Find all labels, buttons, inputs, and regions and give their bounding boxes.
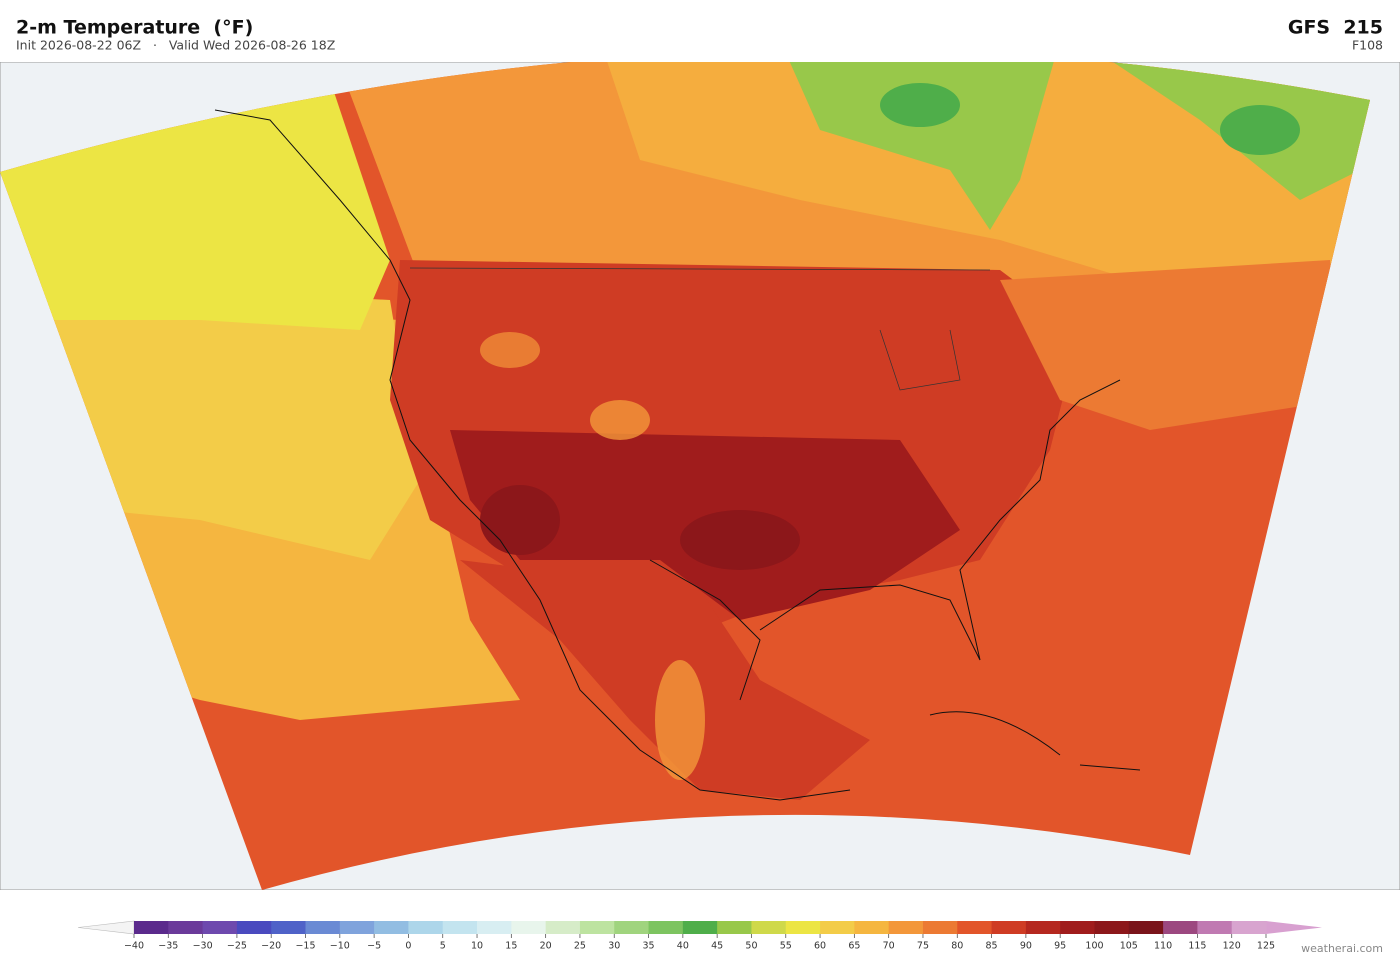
colorbar-tick-label: 90 <box>1020 941 1032 952</box>
colorbar-tick-label: 40 <box>677 941 689 952</box>
colorbar-bin <box>134 921 169 934</box>
colorbar-tick-label: −10 <box>330 941 350 952</box>
colorbar-bin <box>854 921 890 934</box>
colorbar-tick-label: 15 <box>505 941 517 952</box>
colorbar-tick-label: −35 <box>158 941 178 952</box>
colorbar-bin <box>888 921 924 934</box>
model-name: GFS 215 <box>1288 17 1383 39</box>
colorbar-tick-label: −20 <box>261 941 281 952</box>
colorbar-bin <box>168 921 204 934</box>
colorbar-tick-label: 20 <box>540 941 552 952</box>
colorbar-bin <box>1197 921 1233 934</box>
colorbar-bin <box>991 921 1027 934</box>
colorbar-bin <box>957 921 993 934</box>
colorbar-tick-label: −5 <box>367 941 381 952</box>
colorbar-bin <box>305 921 341 934</box>
colorbar-bin <box>751 921 787 934</box>
map <box>0 62 1400 890</box>
colorbar-tick-label: 35 <box>642 941 654 952</box>
colorbar-tick-label: 100 <box>1085 941 1103 952</box>
credit: weatherai.com <box>1301 942 1383 955</box>
colorbar-tick-label: 120 <box>1223 941 1241 952</box>
colorbar-over <box>1266 921 1322 934</box>
colorbar-tick-label: 10 <box>471 941 483 952</box>
colorbar-bin <box>682 921 718 934</box>
colorbar-bin <box>820 921 855 934</box>
colorbar-tick-label: 50 <box>745 941 757 952</box>
colorbar-bin <box>236 921 272 934</box>
colorbar: −40 −35 −30 −25 −20 −15 −10 −5 0 5 10 15 20 25 30 35 40 4… <box>77 920 1322 952</box>
colorbar-bin <box>785 921 821 934</box>
colorbar-tick-label: 55 <box>780 941 792 952</box>
colorbar-bin <box>1163 921 1198 934</box>
colorbar-tick-label: 0 <box>405 941 411 952</box>
colorbar-tick-label: −30 <box>193 941 213 952</box>
map-title: 2-m Temperature (°F) <box>16 17 253 39</box>
colorbar-tick-label: 45 <box>711 941 723 952</box>
colorbar-tick-label: 70 <box>883 941 895 952</box>
colorbar-tick-label: 110 <box>1154 941 1172 952</box>
colorbar-bin <box>648 921 684 934</box>
colorbar-bin <box>271 921 307 934</box>
colorbar-tick-label: 65 <box>848 941 860 952</box>
forecast-hour: F108 <box>1352 38 1383 53</box>
colorbar-bin <box>1128 921 1164 934</box>
colorbar-tick-label: 5 <box>440 941 446 952</box>
colorbar-tick-label: 60 <box>814 941 826 952</box>
colorbar-tick-label: 95 <box>1054 941 1066 952</box>
colorbar-tick-label: −40 <box>124 941 144 952</box>
colorbar-tick-label: 105 <box>1120 941 1138 952</box>
colorbar-tick-label: 115 <box>1188 941 1206 952</box>
colorbar-tick-label: 85 <box>986 941 998 952</box>
colorbar-bin <box>579 921 615 934</box>
colorbar-bin <box>408 921 444 934</box>
colorbar-bin <box>545 921 581 934</box>
colorbar-bin <box>374 921 409 934</box>
colorbar-bin <box>442 921 478 934</box>
colorbar-tick-label: 25 <box>574 941 586 952</box>
colorbar-tick-label: 125 <box>1257 941 1275 952</box>
colorbar-bin <box>922 921 958 934</box>
colorbar-bin <box>1094 921 1130 934</box>
colorbar-bin <box>1231 921 1267 934</box>
colorbar-tick-label: −15 <box>295 941 315 952</box>
colorbar-bin <box>511 921 547 934</box>
colorbar-bin <box>477 921 512 934</box>
colorbar-bin <box>614 921 650 934</box>
colorbar-bin <box>1025 921 1061 934</box>
colorbar-tick-label: 30 <box>608 941 620 952</box>
colorbar-bin <box>339 921 375 934</box>
colorbar-bin <box>202 921 238 934</box>
colorbar-bin <box>1060 921 1095 934</box>
map-subtitle: Init 2026-08-22 06Z · Valid Wed 2026-08-… <box>16 38 335 53</box>
colorbar-tick-label: 75 <box>917 941 929 952</box>
colorbar-bin <box>717 921 752 934</box>
colorbar-under <box>77 920 135 935</box>
colorbar-tick-label: −25 <box>227 941 247 952</box>
colorbar-tick-label: 80 <box>951 941 963 952</box>
